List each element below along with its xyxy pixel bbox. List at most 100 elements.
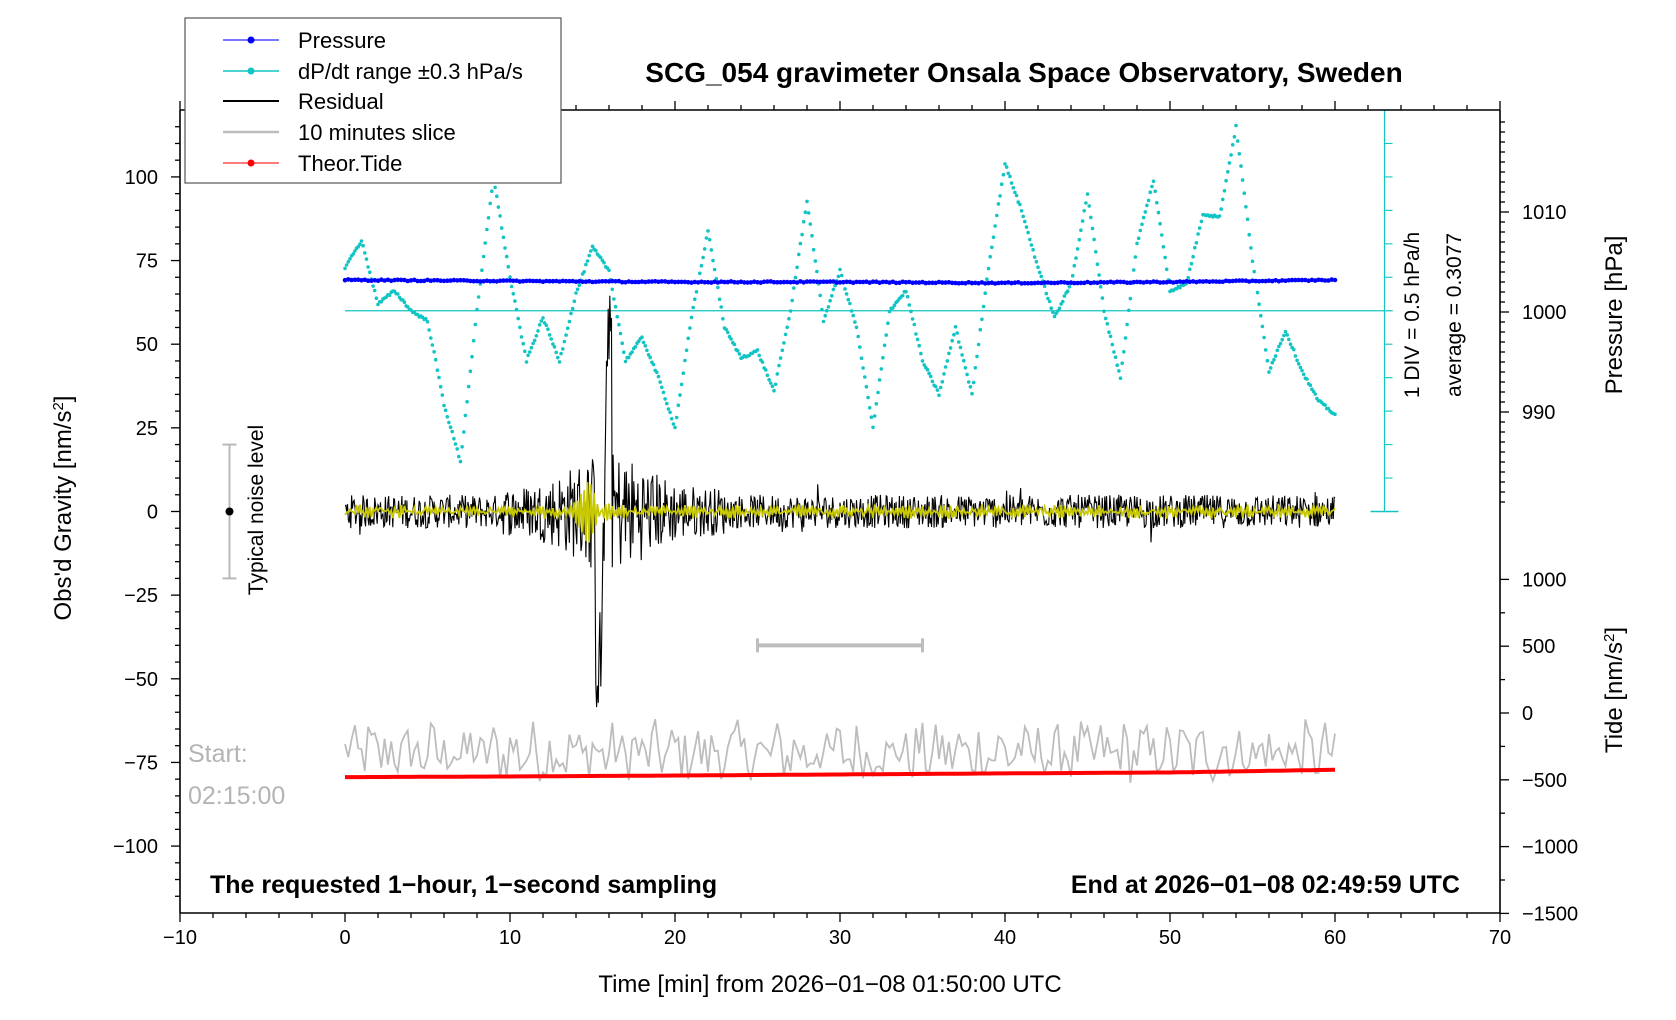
dpdt-point xyxy=(950,338,954,343)
dpdt-point xyxy=(1118,376,1123,381)
dpdt-point xyxy=(1006,171,1011,176)
tide-tick-label: −500 xyxy=(1522,770,1567,792)
tide-tick-label: 500 xyxy=(1522,636,1555,658)
tide-line xyxy=(345,767,1336,780)
dpdt-point xyxy=(1008,174,1012,179)
pressure-point xyxy=(458,277,463,283)
dpdt-point xyxy=(1282,333,1286,338)
dpdt-point xyxy=(849,309,854,313)
pressure-point xyxy=(771,279,777,285)
pressure-point xyxy=(923,280,929,286)
dpdt-point xyxy=(826,305,831,309)
dpdt-point xyxy=(460,445,464,449)
pressure-point xyxy=(913,280,919,285)
legend-residual-text: Residual xyxy=(298,89,384,114)
dpdt-point xyxy=(782,341,786,345)
dpdt-point xyxy=(509,284,514,289)
tide-tick-label: −1500 xyxy=(1522,903,1578,925)
pressure-point xyxy=(1213,279,1219,284)
dpdt-point xyxy=(688,326,692,330)
dpdt-point xyxy=(483,241,488,245)
footer-right: End at 2026−01−08 02:49:59 UTC xyxy=(1071,871,1460,899)
dpdt-point xyxy=(867,406,872,410)
dpdt-point xyxy=(582,270,586,274)
dpdt-point xyxy=(1113,355,1118,360)
dpdt-average-label: average = 0.3077 xyxy=(1443,233,1466,397)
pressure-point xyxy=(603,279,608,284)
x-tick-label: 0 xyxy=(339,927,350,949)
dpdt-point xyxy=(1148,190,1152,194)
dpdt-point xyxy=(963,366,968,370)
dpdt-point xyxy=(1013,190,1017,195)
dpdt-point xyxy=(432,350,436,354)
dpdt-point xyxy=(1011,186,1016,190)
dpdt-point xyxy=(699,263,704,268)
pressure-point xyxy=(1058,279,1064,285)
dpdt-point xyxy=(864,384,869,389)
dpdt-point xyxy=(839,273,844,278)
dpdt-point xyxy=(602,260,606,265)
pressure-point xyxy=(1230,278,1235,284)
dpdt-point xyxy=(1244,205,1248,209)
pressure-point xyxy=(817,279,823,285)
dpdt-point xyxy=(937,393,941,398)
tide-tick-label: −1000 xyxy=(1522,837,1578,859)
pressure-point xyxy=(969,280,975,286)
dpdt-point xyxy=(519,335,524,339)
dpdt-point xyxy=(1128,296,1133,301)
dpdt-point xyxy=(462,430,466,434)
pressure-point xyxy=(682,279,688,285)
pressure-tick-label: 1010 xyxy=(1522,202,1567,224)
dpdt-point xyxy=(498,214,502,218)
pressure-point xyxy=(910,280,915,286)
dpdt-point xyxy=(1186,275,1190,280)
dpdt-point xyxy=(438,384,443,389)
dpdt-point xyxy=(1102,309,1106,314)
dpdt-point xyxy=(1087,204,1091,208)
dpdt-point xyxy=(1095,262,1100,267)
dpdt-point xyxy=(668,410,672,415)
dpdt-point xyxy=(820,307,824,312)
dpdt-point xyxy=(863,375,867,379)
dpdt-point xyxy=(1313,392,1317,396)
dpdt-point xyxy=(854,325,859,330)
dpdt-point xyxy=(735,348,740,353)
dpdt-point xyxy=(701,255,705,260)
dpdt-point xyxy=(991,235,996,240)
dpdt-point xyxy=(643,344,648,348)
dpdt-point xyxy=(1277,344,1281,349)
dpdt-point xyxy=(1039,274,1044,279)
pressure-point xyxy=(1091,280,1097,285)
dpdt-point xyxy=(1138,228,1143,233)
dpdt-point xyxy=(952,332,956,337)
dpdt-point xyxy=(1072,263,1077,268)
dpdt-point xyxy=(757,353,761,358)
dpdt-point xyxy=(567,319,572,324)
pressure-point xyxy=(1048,280,1054,286)
pressure-point xyxy=(1098,279,1103,285)
dpdt-point xyxy=(953,325,958,329)
dpdt-point xyxy=(1232,135,1237,139)
dpdt-point xyxy=(463,413,468,418)
dpdt-point xyxy=(1178,286,1182,290)
pressure-point xyxy=(567,278,572,284)
dpdt-point xyxy=(524,360,529,364)
dpdt-point xyxy=(475,307,479,312)
dpdt-point xyxy=(973,366,978,370)
dpdt-point xyxy=(920,359,925,363)
dpdt-point xyxy=(876,390,880,395)
x-tick-label: 30 xyxy=(829,927,851,949)
dpdt-div-label: 1 DIV = 0.5 hPa/h xyxy=(1401,232,1424,398)
dpdt-point xyxy=(513,299,517,303)
pressure-point xyxy=(788,280,793,285)
dpdt-point xyxy=(686,336,690,341)
tide-tick-label: 0 xyxy=(1522,703,1533,725)
dpdt-point xyxy=(674,415,679,420)
dpdt-point xyxy=(1034,260,1039,264)
dpdt-point xyxy=(1245,217,1250,222)
dpdt-point xyxy=(1117,369,1121,373)
dpdt-point xyxy=(455,447,460,451)
pressure-point xyxy=(949,280,955,286)
dpdt-point xyxy=(765,373,770,378)
dpdt-point xyxy=(1163,255,1167,260)
